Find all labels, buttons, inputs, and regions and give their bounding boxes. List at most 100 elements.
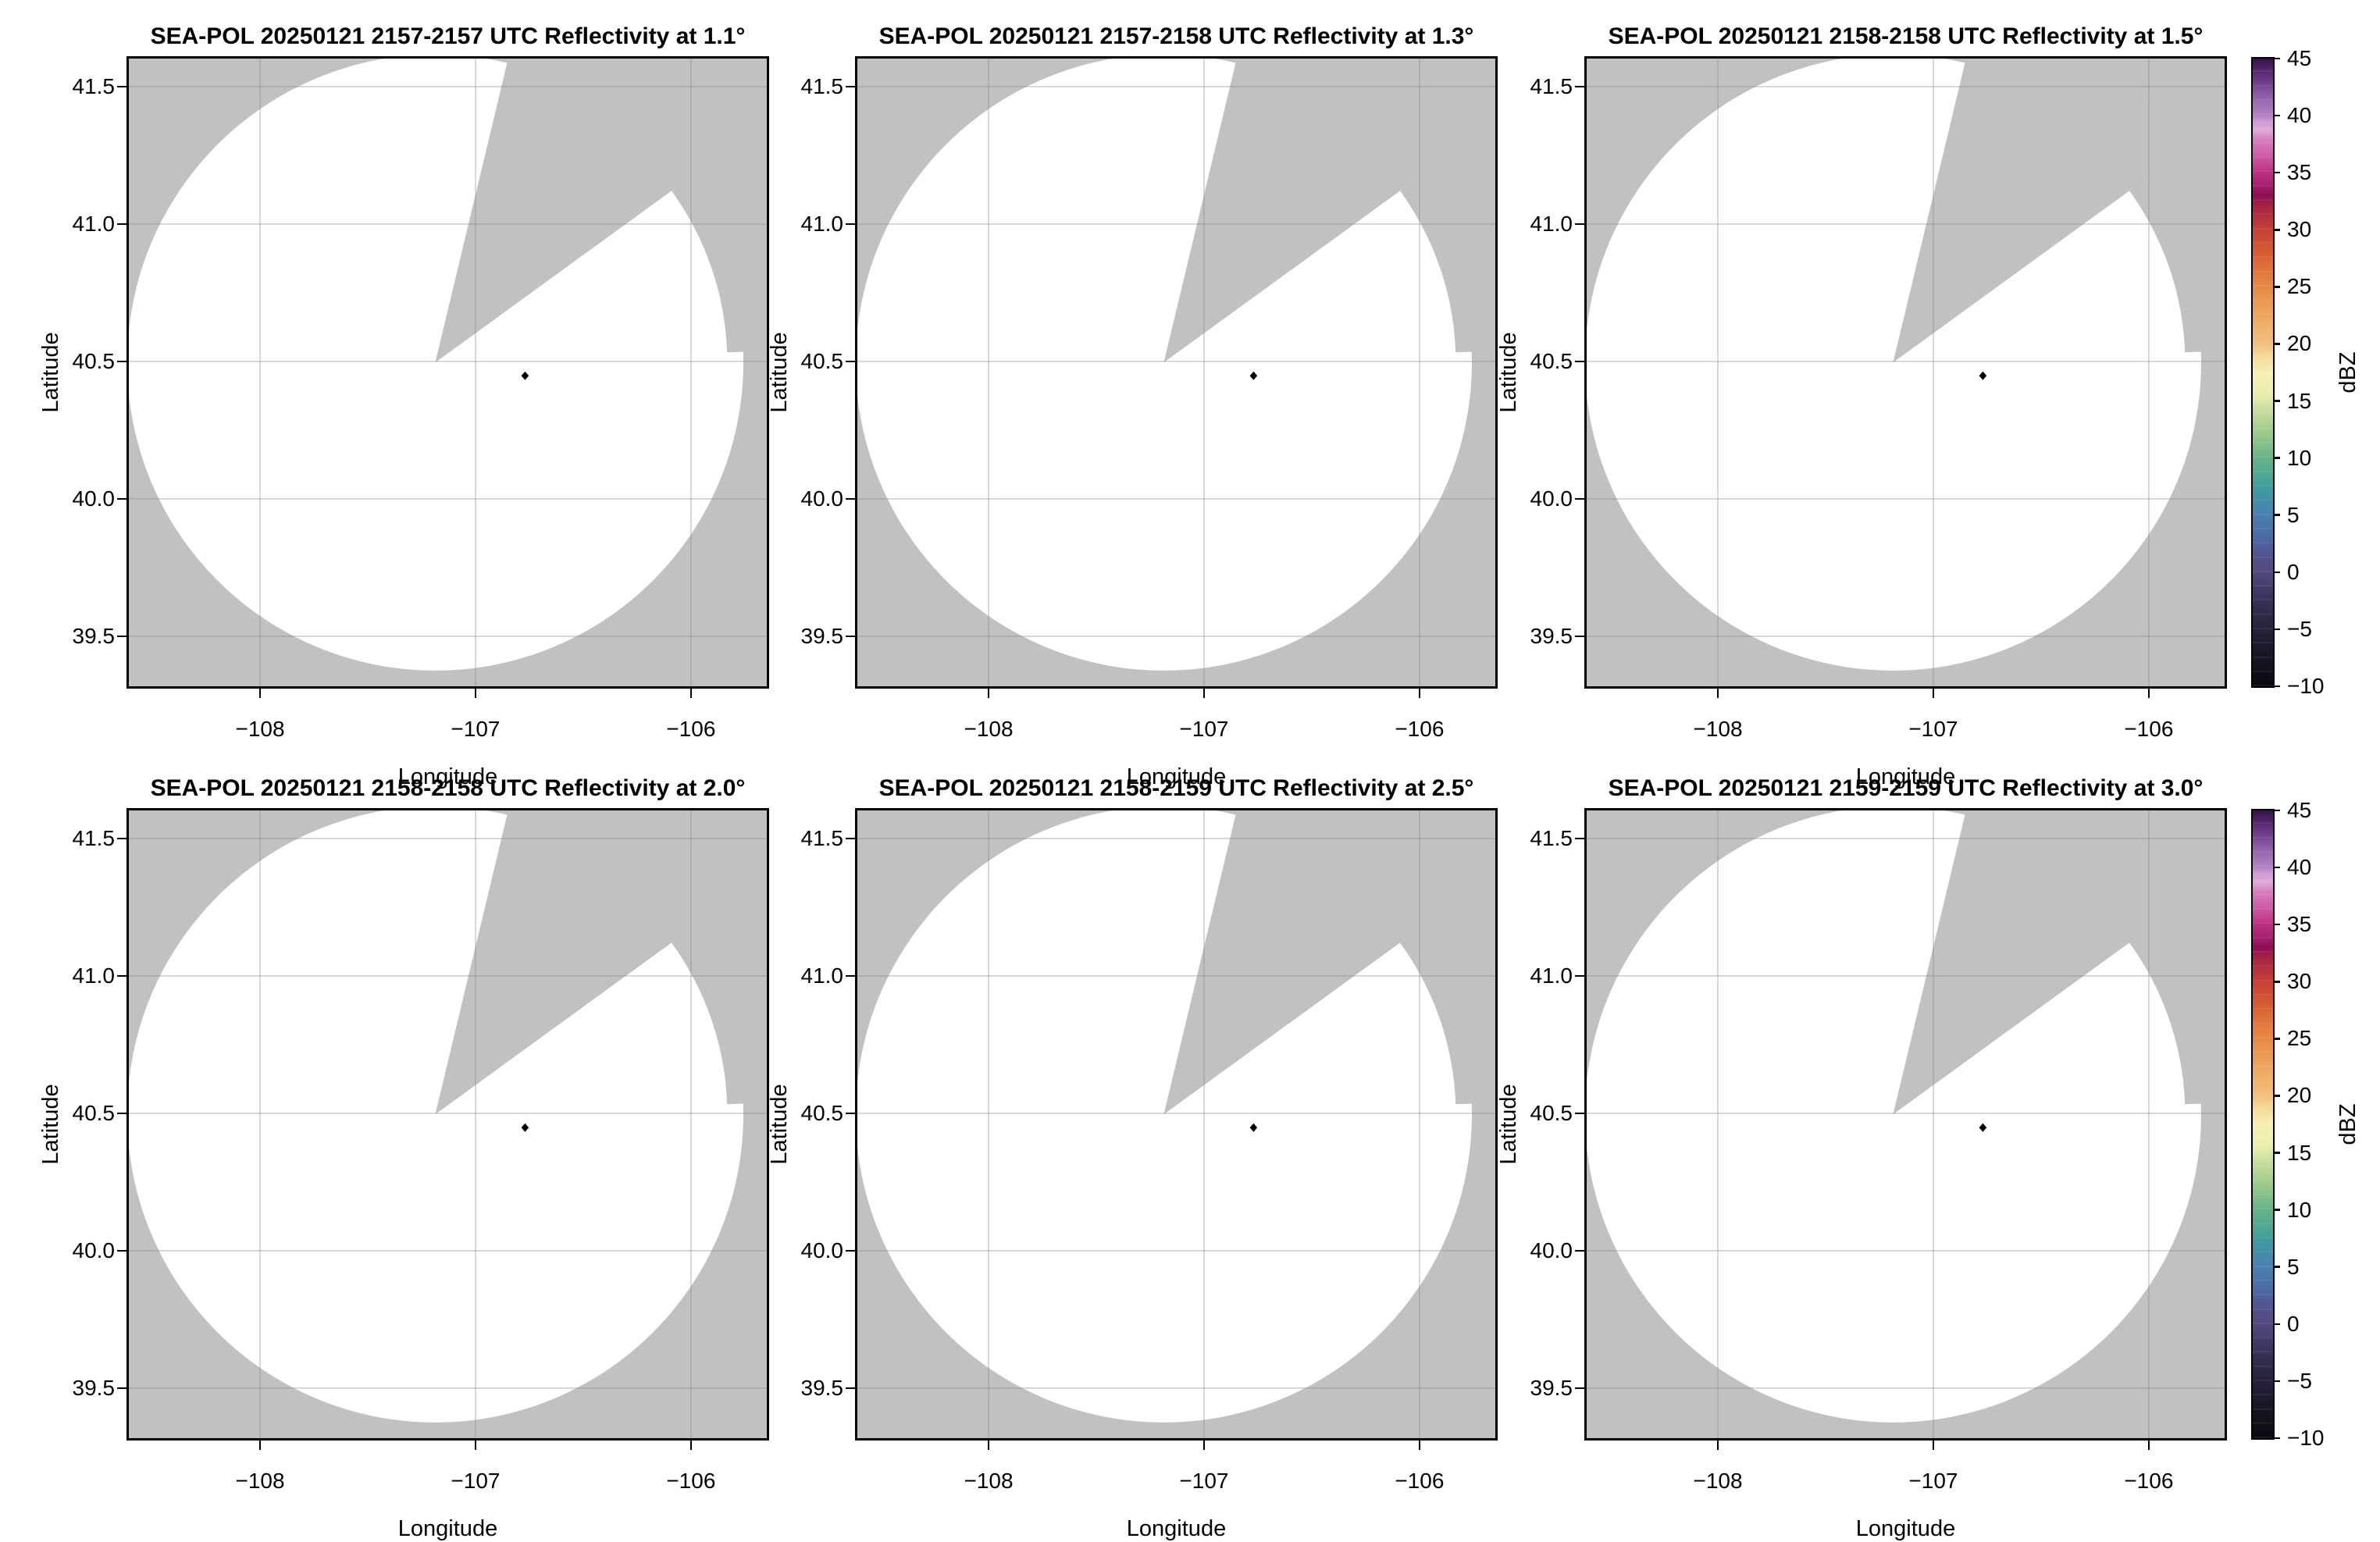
y-tick-mark bbox=[1575, 1387, 1584, 1390]
panel-title: SEA-POL 20250121 2158-2159 UTC Reflectiv… bbox=[878, 775, 1474, 801]
y-tick-label: 40.0 bbox=[72, 486, 116, 511]
colorbar-row-1 bbox=[2251, 57, 2275, 688]
y-tick-label: 40.0 bbox=[1530, 486, 1573, 511]
beam-blockage-wedge bbox=[435, 59, 747, 363]
short-range-arc-mask bbox=[1400, 927, 1483, 1105]
x-tick-mark bbox=[2147, 689, 2150, 698]
y-tick-mark bbox=[117, 223, 126, 226]
x-tick-mark bbox=[987, 1441, 990, 1450]
y-tick-label: 41.0 bbox=[800, 963, 844, 988]
site-marker bbox=[521, 371, 529, 380]
y-tick-label: 40.0 bbox=[800, 1238, 844, 1262]
colorbar-tick-label: 20 bbox=[2287, 331, 2312, 356]
beam-blockage-wedge bbox=[1893, 59, 2205, 363]
x-tick-label: −107 bbox=[1908, 717, 1958, 741]
x-tick-mark bbox=[689, 1441, 693, 1450]
colorbar-tick-label: 45 bbox=[2287, 46, 2312, 70]
y-tick-mark bbox=[117, 85, 126, 88]
plot-axes-panel-6 bbox=[1584, 808, 2227, 1441]
colorbar-tick-label: 40 bbox=[2287, 855, 2312, 880]
beam-blockage-wedge bbox=[1163, 59, 1476, 363]
x-tick-label: −108 bbox=[964, 1469, 1014, 1493]
colorbar-tick-mark bbox=[2273, 1152, 2280, 1154]
colorbar-tick-label: −10 bbox=[2287, 1426, 2325, 1450]
y-tick-label: 41.5 bbox=[72, 73, 116, 98]
colorbar-tick-mark bbox=[2273, 343, 2280, 345]
radar-ppi-plot bbox=[129, 810, 767, 1438]
x-tick-mark bbox=[1716, 689, 1719, 698]
colorbar-tick-label: 0 bbox=[2287, 1311, 2300, 1336]
x-tick-mark bbox=[1418, 689, 1421, 698]
radar-ppi-plot bbox=[1587, 59, 2225, 686]
colorbar-tick-label: 0 bbox=[2287, 559, 2300, 584]
x-tick-mark bbox=[987, 689, 990, 698]
colorbar-tick-label: 10 bbox=[2287, 1197, 2312, 1222]
y-tick-label: 41.5 bbox=[1530, 825, 1573, 850]
y-tick-label: 40.5 bbox=[72, 348, 116, 373]
y-tick-mark bbox=[117, 1387, 126, 1390]
x-tick-mark bbox=[1932, 1441, 1935, 1450]
x-tick-label: −108 bbox=[235, 717, 285, 741]
y-tick-label: 40.0 bbox=[1530, 1238, 1573, 1262]
colorbar-tick-mark bbox=[2273, 685, 2280, 688]
x-tick-mark bbox=[1418, 1441, 1421, 1450]
x-tick-mark bbox=[258, 689, 262, 698]
y-tick-mark bbox=[1575, 837, 1584, 840]
colorbar-tick-label: 40 bbox=[2287, 103, 2312, 128]
colorbar-tick-label: 30 bbox=[2287, 969, 2312, 994]
y-tick-mark bbox=[846, 85, 855, 88]
colorbar-tick-label: −10 bbox=[2287, 674, 2325, 698]
x-axis-label: Longitude bbox=[1126, 1516, 1227, 1541]
colorbar-label: dBZ bbox=[2335, 1103, 2360, 1145]
x-tick-mark bbox=[474, 1441, 477, 1450]
y-tick-label: 39.5 bbox=[1530, 623, 1573, 648]
x-tick-mark bbox=[689, 689, 693, 698]
plot-axes-panel-2 bbox=[855, 56, 1498, 689]
colorbar-tick-label: 30 bbox=[2287, 217, 2312, 242]
x-axis-label: Longitude bbox=[1126, 764, 1227, 789]
site-marker bbox=[1249, 1123, 1258, 1132]
short-range-arc-mask bbox=[2129, 927, 2212, 1105]
x-tick-label: −107 bbox=[1908, 1469, 1958, 1493]
y-tick-mark bbox=[1575, 497, 1584, 500]
y-tick-label: 40.5 bbox=[1530, 348, 1573, 373]
colorbar-tick-label: 5 bbox=[2287, 1254, 2300, 1279]
y-tick-mark bbox=[1575, 1249, 1584, 1252]
y-tick-label: 39.5 bbox=[72, 1375, 116, 1400]
panel-title: SEA-POL 20250121 2157-2157 UTC Reflectiv… bbox=[150, 23, 746, 49]
panel-title: SEA-POL 20250121 2158-2158 UTC Reflectiv… bbox=[1608, 23, 2204, 49]
x-tick-label: −106 bbox=[1395, 717, 1445, 741]
y-tick-mark bbox=[1575, 635, 1584, 638]
y-tick-mark bbox=[1575, 1112, 1584, 1115]
colorbar-tick-label: 45 bbox=[2287, 798, 2312, 822]
colorbar-label: dBZ bbox=[2335, 351, 2360, 394]
y-tick-mark bbox=[846, 635, 855, 638]
x-tick-label: −108 bbox=[1693, 1469, 1743, 1493]
x-tick-label: −106 bbox=[2124, 1469, 2174, 1493]
x-tick-label: −107 bbox=[451, 717, 501, 741]
y-tick-mark bbox=[846, 360, 855, 363]
x-tick-label: −106 bbox=[666, 1469, 716, 1493]
x-tick-mark bbox=[1932, 689, 1935, 698]
short-range-arc-mask bbox=[672, 927, 754, 1105]
y-tick-label: 39.5 bbox=[1530, 1375, 1573, 1400]
x-axis-label: Longitude bbox=[1855, 764, 1956, 789]
colorbar-tick-label: 35 bbox=[2287, 160, 2312, 185]
y-tick-label: 41.5 bbox=[1530, 73, 1573, 98]
x-tick-label: −107 bbox=[1179, 1469, 1229, 1493]
colorbar-tick-mark bbox=[2273, 1380, 2280, 1383]
y-tick-label: 41.0 bbox=[1530, 963, 1573, 988]
colorbar-tick-mark bbox=[2273, 57, 2280, 60]
plot-axes-panel-5 bbox=[855, 808, 1498, 1441]
x-tick-mark bbox=[1202, 689, 1206, 698]
y-tick-mark bbox=[117, 1249, 126, 1252]
colorbar-tick-mark bbox=[2273, 286, 2280, 288]
colorbar-tick-mark bbox=[2273, 171, 2280, 174]
x-tick-mark bbox=[2147, 1441, 2150, 1450]
x-tick-label: −108 bbox=[964, 717, 1014, 741]
y-tick-label: 40.0 bbox=[800, 486, 844, 511]
colorbar-tick-mark bbox=[2273, 1266, 2280, 1268]
colorbar-tick-mark bbox=[2273, 514, 2280, 516]
colorbar-tick-label: −5 bbox=[2287, 616, 2312, 641]
